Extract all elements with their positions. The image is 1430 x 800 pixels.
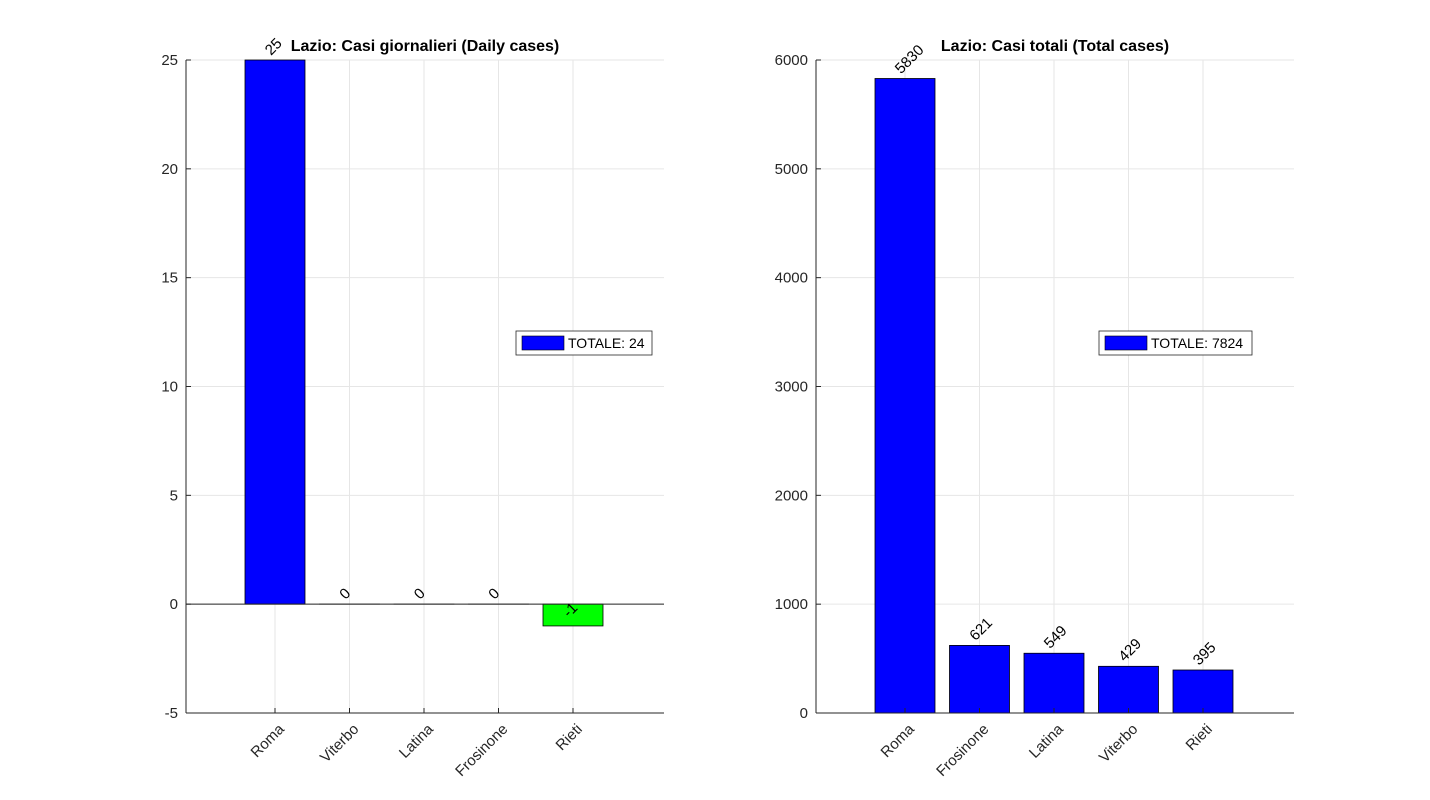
x-tick-label: Rieti: [1183, 721, 1216, 754]
y-tick-label: 5000: [775, 161, 808, 178]
x-tick-label: Viterbo: [1096, 721, 1141, 766]
bar-frosinone: [949, 645, 1010, 714]
y-tick-label: 0: [800, 705, 808, 722]
y-tick-label: 3000: [775, 379, 808, 396]
x-tick-label: Viterbo: [317, 721, 362, 766]
chart-title: Lazio: Casi totali (Total cases): [941, 38, 1169, 55]
legend-swatch: [521, 335, 565, 351]
y-tick-label: 15: [161, 270, 178, 287]
y-tick-label: 2000: [775, 487, 808, 504]
x-tick-label: Latina: [1026, 720, 1067, 761]
bar-rieti: [1172, 669, 1234, 714]
x-tick-label: Latina: [396, 720, 437, 761]
chart-title: Lazio: Casi giornalieri (Daily cases): [291, 38, 560, 55]
y-tick-label: 25: [161, 52, 178, 69]
x-tick-label: Roma: [248, 720, 289, 761]
y-tick-label: 4000: [775, 270, 808, 287]
bar-roma: [244, 59, 306, 605]
daily-cases-chart: -5 0 5 10 15 20 25 Roma Viterbo Latina Frosinone Ri…: [161, 35, 664, 780]
data-label: 25: [262, 35, 286, 59]
legend-label: TOTALE: 7824: [1151, 335, 1243, 351]
bar-viterbo: [1098, 665, 1159, 714]
legend-swatch: [1104, 335, 1148, 351]
legend-label: TOTALE: 24: [568, 335, 645, 351]
y-tick-label: 6000: [775, 52, 808, 69]
y-tick-label: 1000: [775, 596, 808, 613]
y-tick-label: 20: [161, 161, 178, 178]
bar-roma: [874, 78, 936, 714]
legend: TOTALE: 7824: [1098, 330, 1253, 356]
y-tick-label: -5: [165, 705, 178, 722]
x-tick-label: Frosinone: [933, 721, 992, 780]
x-tick-label: Rieti: [553, 721, 586, 754]
total-cases-chart: 0 1000 2000 3000 4000 5000 6000 Roma Frosinone La…: [775, 38, 1294, 780]
y-tick-label: 0: [170, 596, 178, 613]
x-tick-label: Roma: [878, 720, 919, 761]
bar-latina: [1023, 652, 1085, 714]
legend: TOTALE: 24: [515, 330, 653, 356]
y-tick-label: 10: [161, 379, 178, 396]
y-tick-label: 5: [170, 487, 178, 504]
x-tick-label: Frosinone: [452, 721, 511, 780]
